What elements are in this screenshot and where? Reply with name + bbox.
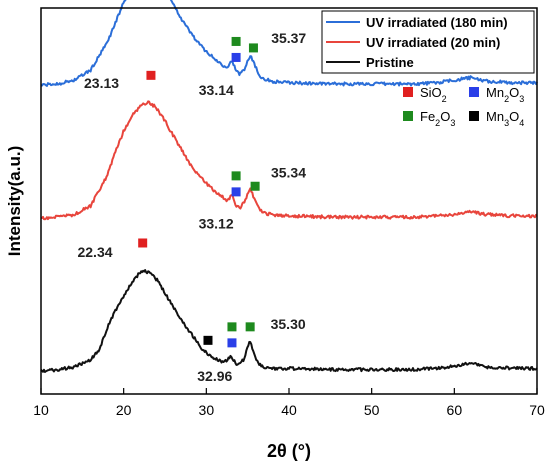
phase-legend: SiO2 Mn2O3 Fe2O3 Mn3O4 bbox=[403, 85, 524, 128]
peak-label: 23.13 bbox=[84, 75, 119, 91]
series-layer bbox=[40, 0, 538, 374]
phase-legend-label-mn2o3: Mn2O3 bbox=[486, 85, 524, 104]
peak-label: 35.37 bbox=[271, 30, 306, 46]
series-line-uv-irradiated-20-min bbox=[40, 100, 538, 221]
phase-marker-fe2o3 bbox=[250, 181, 260, 191]
x-axis-title: 2θ (°) bbox=[267, 441, 311, 461]
peak-label: 32.96 bbox=[197, 368, 232, 384]
x-tick-label: 70 bbox=[529, 402, 545, 418]
x-tick-label: 10 bbox=[33, 402, 49, 418]
legend-label: UV irradiated (20 min) bbox=[366, 35, 500, 50]
legend-label: UV irradiated (180 min) bbox=[366, 15, 508, 30]
phase-legend-swatch-mn3o4 bbox=[469, 111, 479, 121]
phase-marker-sio2 bbox=[146, 70, 156, 80]
phase-legend-label-mn3o4: Mn3O4 bbox=[486, 109, 524, 128]
x-tick-label: 50 bbox=[364, 402, 380, 418]
phase-marker-fe2o3 bbox=[245, 322, 255, 332]
peak-label: 35.30 bbox=[271, 316, 306, 332]
phase-marker-layer bbox=[138, 36, 260, 348]
x-tick-label: 20 bbox=[116, 402, 132, 418]
phase-marker-mn3o4 bbox=[203, 335, 213, 345]
phase-legend-label-fe2o3: Fe2O3 bbox=[420, 109, 455, 128]
x-tick-label: 60 bbox=[447, 402, 463, 418]
phase-legend-swatch-fe2o3 bbox=[403, 111, 413, 121]
x-axis-ticks: 10 20 30 40 50 60 70 bbox=[33, 388, 545, 418]
x-tick-label: 30 bbox=[199, 402, 215, 418]
series-legend-entries: UV irradiated (180 min) UV irradiated (20… bbox=[326, 15, 508, 70]
peak-label: 33.12 bbox=[199, 215, 234, 231]
peak-label: 33.14 bbox=[199, 82, 234, 98]
x-tick-label: 40 bbox=[281, 402, 297, 418]
phase-marker-fe2o3 bbox=[248, 43, 258, 53]
peak-label: 22.34 bbox=[77, 244, 112, 260]
peak-label: 35.34 bbox=[271, 165, 306, 181]
phase-marker-mn2o3 bbox=[227, 338, 237, 348]
phase-legend-swatch-mn2o3 bbox=[469, 87, 479, 97]
phase-marker-mn2o3 bbox=[231, 52, 241, 62]
series-line-uv-irradiated-180-min bbox=[40, 0, 538, 87]
series-line-pristine bbox=[40, 269, 538, 374]
phase-marker-mn2o3 bbox=[231, 187, 241, 197]
y-axis-title: Intensity(a.u.) bbox=[5, 146, 24, 257]
phase-marker-fe2o3 bbox=[231, 36, 241, 46]
phase-legend-swatch-sio2 bbox=[403, 87, 413, 97]
phase-marker-sio2 bbox=[138, 238, 148, 248]
phase-marker-fe2o3 bbox=[227, 322, 237, 332]
legend-label: Pristine bbox=[366, 55, 414, 70]
phase-marker-fe2o3 bbox=[231, 171, 241, 181]
peak-label-layer: 23.3033.1435.3723.1333.1235.3422.3432.96… bbox=[77, 30, 306, 384]
series-legend: UV irradiated (180 min) UV irradiated (20… bbox=[321, 10, 535, 74]
phase-legend-label-sio2: SiO2 bbox=[420, 85, 447, 104]
